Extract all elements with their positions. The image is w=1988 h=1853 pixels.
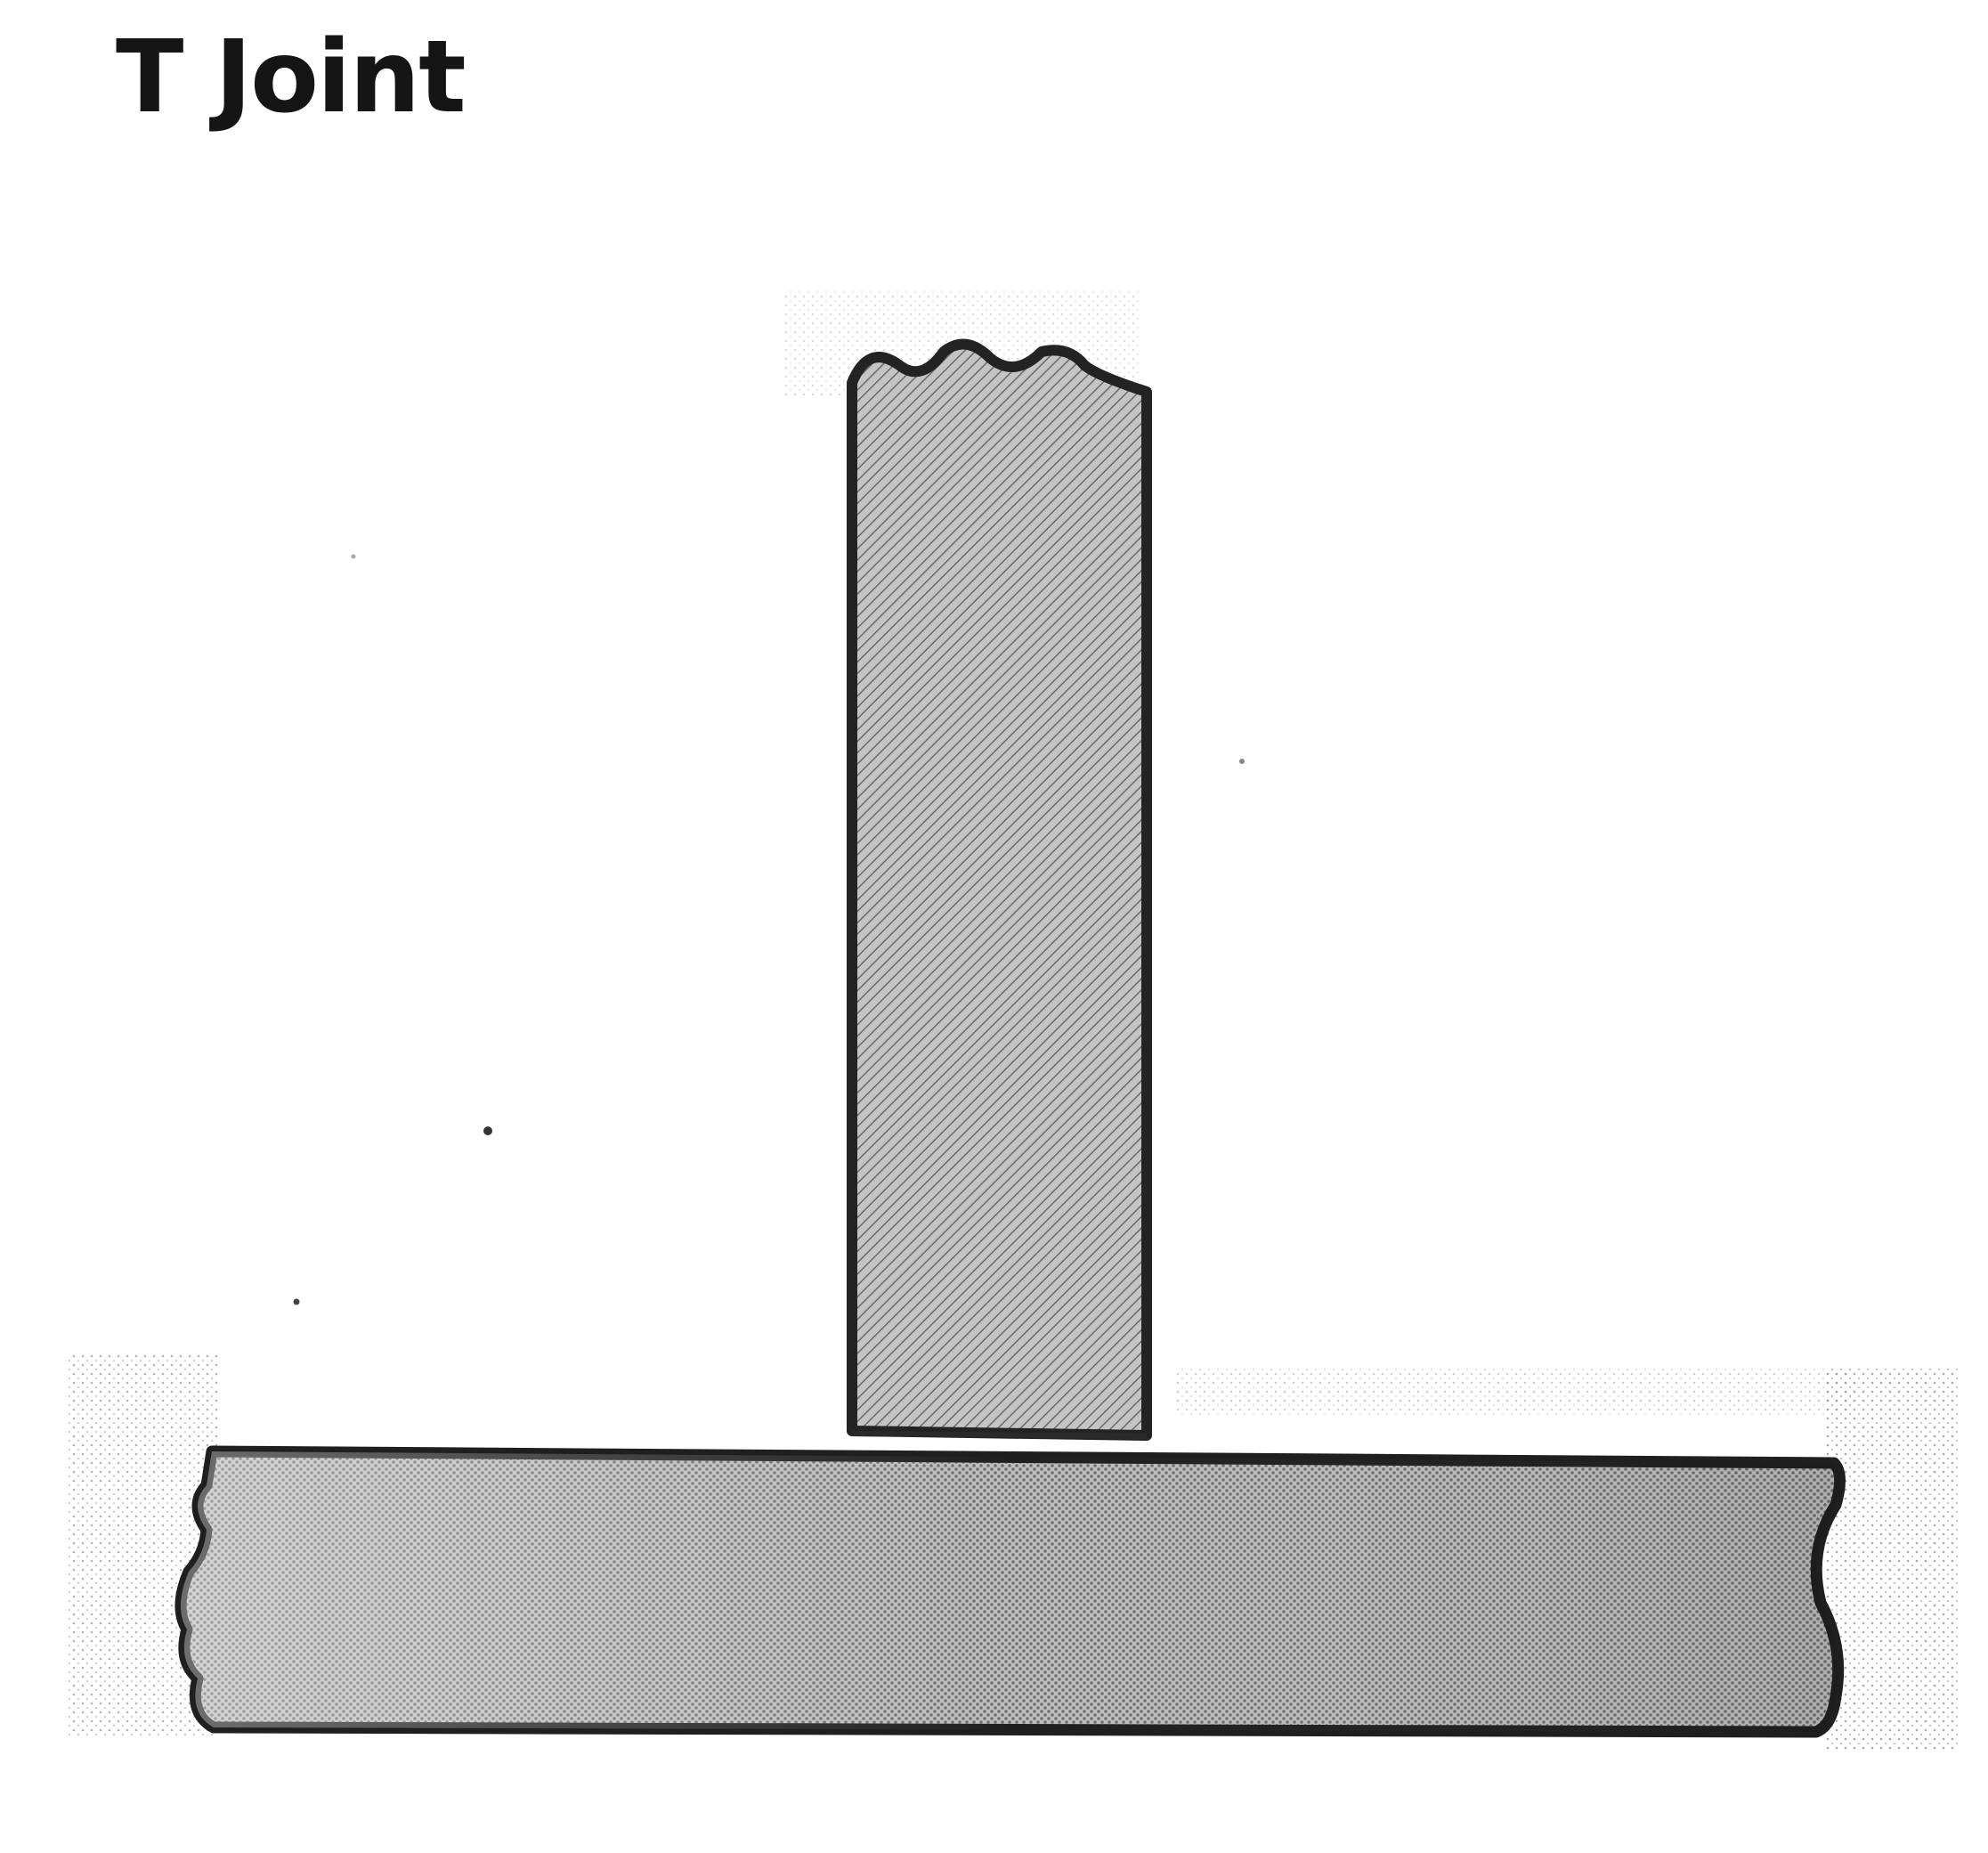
joint-contact-line xyxy=(851,1431,1148,1439)
vertical-plate xyxy=(847,338,1152,1441)
scan-halo-right xyxy=(1825,1367,1959,1750)
scan-halo-top xyxy=(1175,1367,1852,1416)
scan-speck xyxy=(483,1126,492,1135)
scan-speck xyxy=(1239,759,1245,764)
scan-speck xyxy=(293,1298,300,1305)
horizontal-plate-shading xyxy=(180,1451,1840,1732)
diagram-title: T Joint xyxy=(116,20,467,135)
scan-speck xyxy=(351,554,356,559)
